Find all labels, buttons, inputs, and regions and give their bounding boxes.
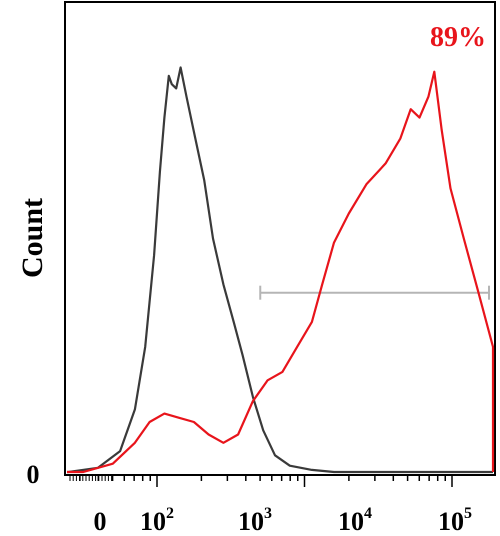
x-tick-labels: 0 102 103 104 105	[94, 505, 473, 536]
stained-histogram-line	[67, 70, 495, 474]
plot-frame	[64, 1, 496, 476]
series-layer	[67, 66, 495, 474]
gate-layer	[259, 285, 490, 300]
x-tick-label: 0	[94, 507, 107, 536]
y-zero-label: 0	[27, 460, 40, 489]
control-histogram-line	[67, 66, 493, 474]
x-minor-ticks	[69, 475, 453, 487]
x-tick-label: 104	[338, 505, 372, 536]
x-tick-label: 103	[238, 505, 272, 536]
x-tick-label: 105	[438, 505, 472, 536]
gated-percentage-label: 89%	[430, 22, 486, 53]
x-tick-label: 102	[140, 505, 174, 536]
y-axis-label: Count	[16, 198, 49, 278]
